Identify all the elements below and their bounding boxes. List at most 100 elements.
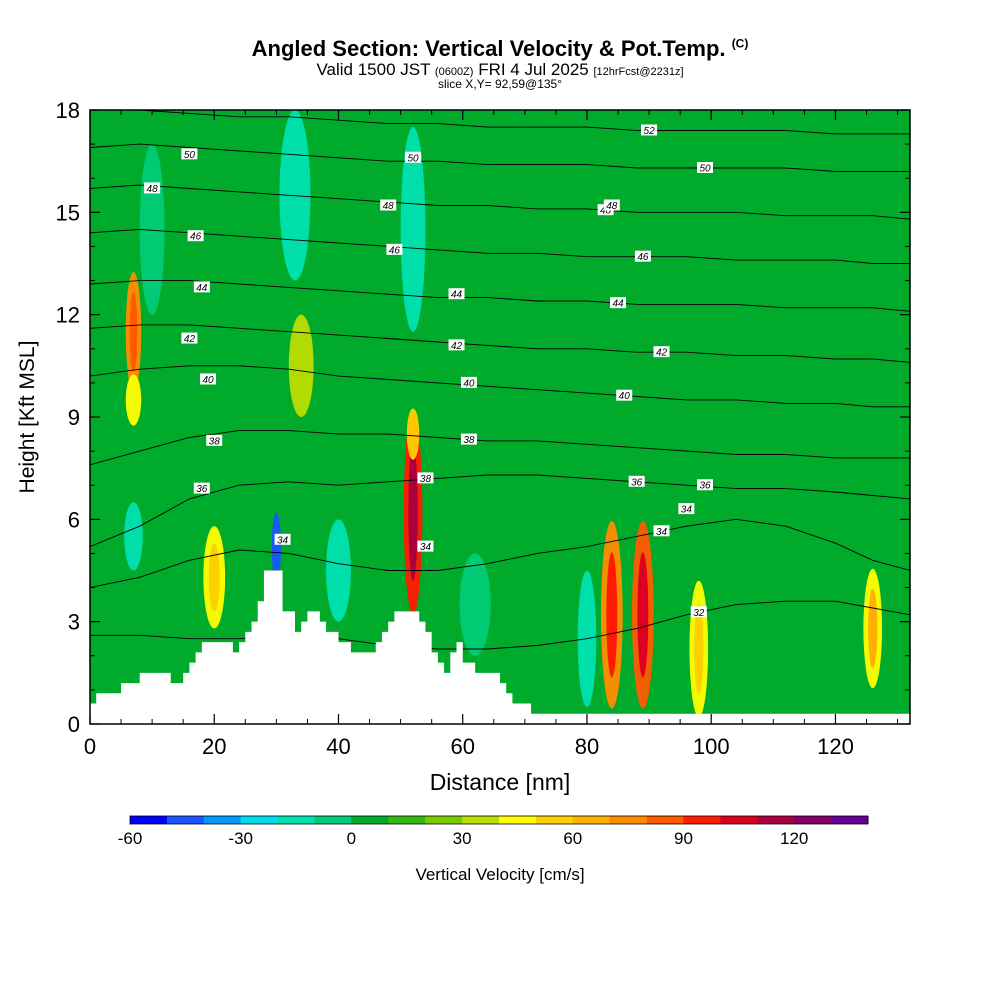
svg-text:36: 36 — [196, 484, 208, 495]
colorbar-swatch-2 — [203, 816, 242, 824]
theta-contour-44 — [90, 280, 910, 312]
svg-text:34: 34 — [681, 505, 693, 516]
svg-text:38: 38 — [463, 435, 475, 446]
contour-label-extra-7: 36 — [193, 482, 210, 495]
forecast-text: [12hrFcst@2231z] — [593, 66, 684, 78]
x-tick-label-60: 60 — [450, 734, 474, 759]
x-tick-label-100: 100 — [693, 734, 730, 759]
svg-text:42: 42 — [451, 341, 463, 352]
contour-label-extra-0: 50 — [181, 148, 198, 161]
velocity-cell-1 — [125, 374, 142, 426]
contour-labels: 32 34 36 38 40 42 44 46 48 50 52 50 48 46 44 42 40 38 36 50… — [144, 124, 713, 619]
theta-contours — [90, 110, 910, 650]
y-tick-label-18: 18 — [56, 98, 80, 123]
contour-label-extra-18: 36 — [697, 479, 713, 492]
colorbar-swatch-18 — [794, 816, 832, 824]
svg-text:46: 46 — [637, 252, 649, 263]
svg-text:42: 42 — [184, 334, 196, 345]
contour-label-extra-13: 40 — [460, 376, 477, 389]
colorbar-frame — [129, 815, 869, 825]
contour-label-extra-11: 44 — [448, 288, 465, 301]
contour-label-38: 38 — [460, 433, 477, 446]
contour-label-40: 40 — [616, 389, 633, 402]
theta-contour-48 — [90, 184, 910, 220]
contour-label-extra-9: 48 — [380, 199, 397, 212]
velocity-cell-core-2 — [208, 543, 220, 612]
y-tick-label-15: 15 — [56, 200, 80, 225]
velocity-cell-core-6 — [637, 552, 649, 678]
contour-label-46: 46 — [634, 250, 651, 263]
contour-label-extra-8: 50 — [405, 151, 422, 164]
chart-title-text: Angled Section: Vertical Velocity & Pot.… — [251, 36, 726, 61]
svg-text:50: 50 — [407, 153, 419, 164]
svg-text:42: 42 — [656, 348, 668, 359]
colorbar-tick-label-5: 90 — [674, 829, 693, 848]
theta-contour-42 — [90, 324, 910, 363]
contour-label-extra-14: 38 — [417, 472, 434, 485]
svg-text:44: 44 — [196, 283, 208, 294]
valid-utc-text: (0600Z) — [434, 66, 474, 78]
terrain — [90, 570, 910, 724]
svg-text:38: 38 — [209, 436, 221, 447]
x-tick-label-0: 0 — [84, 734, 96, 759]
contour-label-extra-16: 34 — [274, 533, 291, 546]
colorbar-swatch-10 — [499, 816, 537, 824]
svg-text:48: 48 — [600, 206, 612, 217]
x-axis-label: Distance [nm] — [430, 769, 571, 795]
colorbar-label: Vertical Velocity [cm/s] — [415, 865, 584, 884]
x-tick-label-80: 80 — [575, 734, 599, 759]
colorbar-swatch-4 — [277, 816, 315, 824]
svg-text:48: 48 — [606, 201, 618, 212]
velocity-cell-core-5 — [606, 552, 618, 678]
contour-label-extra-1: 48 — [144, 182, 161, 195]
colorbar-swatch-12 — [572, 816, 611, 824]
colorbar-tick-label-3: 30 — [453, 829, 472, 848]
colorbar-swatch-8 — [425, 816, 463, 824]
velocity-cell-core-0 — [129, 291, 138, 372]
velocity-cell-core-3 — [408, 444, 418, 581]
chart-subtitle: Valid 1500 JST (0600Z) FRI 4 Jul 2025 [1… — [0, 60, 1000, 80]
contour-label-44: 44 — [610, 297, 627, 310]
velocity-cell-9 — [288, 314, 314, 418]
svg-text:36: 36 — [699, 481, 711, 492]
svg-text:34: 34 — [656, 527, 668, 538]
theta-contour-46 — [90, 228, 910, 264]
velocity-cell-4 — [406, 408, 420, 460]
colorbar-swatch-13 — [609, 816, 648, 824]
chart-title-tag: (C) — [731, 36, 749, 51]
contour-label-extra-5: 40 — [200, 373, 217, 386]
svg-text:46: 46 — [389, 245, 401, 256]
svg-text:44: 44 — [451, 290, 463, 301]
valid-date-text: FRI 4 Jul 2025 — [478, 60, 589, 79]
x-tick-label-20: 20 — [202, 734, 226, 759]
velocity-cell-16 — [326, 519, 351, 622]
svg-text:50: 50 — [184, 150, 196, 161]
contour-label-extra-4: 42 — [181, 332, 198, 345]
svg-text:40: 40 — [463, 378, 475, 389]
x-tick-label-40: 40 — [326, 734, 350, 759]
svg-text:48: 48 — [147, 184, 159, 195]
colorbar-swatch-16 — [720, 816, 758, 824]
contour-label-32: 32 — [690, 606, 707, 619]
velocity-cell-core-7 — [694, 603, 704, 695]
theta-contour-38 — [90, 430, 910, 466]
colorbar-swatch-9 — [462, 816, 500, 824]
colorbar-swatch-14 — [646, 816, 684, 824]
contour-label-extra-10: 46 — [386, 243, 403, 256]
colorbar-swatch-3 — [240, 816, 279, 824]
colorbar-swatch-1 — [166, 816, 205, 824]
slice-info: slice X,Y= 92,59@135° — [437, 77, 563, 91]
contour-label-extra-3: 44 — [193, 281, 210, 294]
colorbar-tick-label-0: -60 — [118, 829, 143, 848]
contour-label-extra-19: 34 — [678, 503, 695, 516]
theta-contour-52 — [90, 110, 910, 135]
contour-label-extra-12: 42 — [448, 339, 465, 352]
y-axis-label: Height [Kft MSL] — [16, 341, 39, 494]
svg-text:48: 48 — [383, 201, 395, 212]
velocity-cell-core-8 — [868, 588, 878, 669]
svg-text:46: 46 — [190, 232, 202, 243]
x-tick-label-120: 120 — [817, 734, 854, 759]
